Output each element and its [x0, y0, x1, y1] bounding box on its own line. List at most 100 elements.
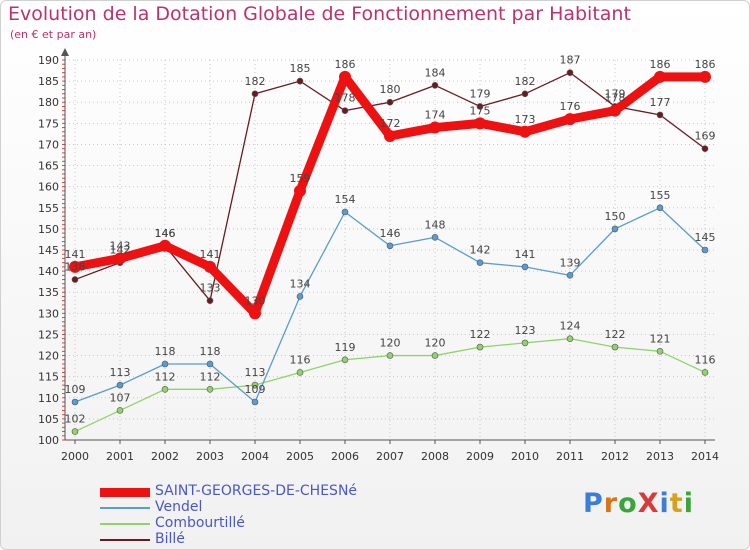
data-label: 154 — [335, 193, 356, 206]
data-point — [251, 398, 259, 406]
data-point — [521, 339, 529, 347]
y-tick-label: 130 — [38, 307, 59, 320]
legend-label: Billé — [155, 531, 185, 547]
y-tick-label: 150 — [38, 223, 59, 236]
data-point — [384, 130, 396, 142]
data-label: 186 — [650, 58, 671, 71]
data-point — [116, 381, 124, 389]
data-label: 179 — [605, 87, 626, 100]
legend-swatch — [100, 523, 150, 525]
data-label: 109 — [65, 383, 86, 396]
x-tick-label: 2002 — [151, 450, 179, 463]
data-point — [251, 381, 259, 389]
data-label: 159 — [290, 172, 311, 185]
y-tick-label: 165 — [38, 160, 59, 173]
x-tick-label: 2008 — [421, 450, 449, 463]
x-tick-label: 2006 — [331, 450, 359, 463]
logo-letter: X — [637, 488, 660, 519]
data-label: 187 — [560, 54, 581, 67]
data-point — [249, 307, 261, 320]
data-point — [611, 225, 619, 233]
data-label: 124 — [560, 320, 581, 333]
data-label: 116 — [695, 353, 716, 366]
y-axis-arrow — [61, 48, 69, 56]
data-point — [476, 103, 484, 110]
data-point — [114, 252, 126, 265]
legend-label: Vendel — [155, 499, 203, 515]
y-tick-label: 125 — [38, 328, 59, 341]
data-point — [341, 356, 349, 364]
legend-label: Combourtillé — [155, 515, 245, 531]
data-point — [206, 386, 214, 393]
data-point — [519, 125, 531, 138]
logo-letter: i — [659, 488, 670, 519]
chart-subtitle: (en € et par an) — [10, 28, 97, 41]
x-tick-label: 2007 — [376, 450, 404, 463]
data-point — [71, 276, 79, 283]
data-point — [206, 297, 214, 304]
y-tick-label: 100 — [38, 434, 59, 447]
y-tick-label: 140 — [38, 265, 59, 278]
x-tick-label: 2011 — [556, 450, 584, 463]
data-label: 113 — [245, 366, 266, 379]
y-tick-label: 190 — [38, 54, 59, 67]
data-point — [161, 360, 169, 368]
data-label: 185 — [290, 62, 311, 75]
logo-letter: i — [683, 488, 694, 519]
chart-title: Evolution de la Dotation Globale de Fonc… — [8, 3, 631, 25]
data-label: 120 — [425, 337, 446, 350]
data-label: 134 — [290, 277, 311, 290]
x-tick-label: 2003 — [196, 450, 224, 463]
y-tick-label: 115 — [38, 371, 59, 384]
data-point — [296, 77, 304, 85]
data-label: 173 — [515, 113, 536, 126]
y-tick-label: 175 — [38, 117, 59, 130]
y-tick-label: 105 — [38, 413, 59, 426]
data-label: 179 — [470, 87, 491, 100]
data-point — [476, 343, 484, 351]
data-point — [251, 90, 259, 98]
data-point — [116, 407, 124, 414]
x-tick-label: 2010 — [511, 450, 539, 463]
data-label: 186 — [695, 58, 716, 71]
data-point — [159, 239, 171, 252]
data-label: 146 — [155, 227, 176, 240]
data-label: 130 — [245, 294, 266, 307]
data-label: 143 — [110, 239, 131, 252]
data-point — [431, 234, 439, 241]
grid-lines — [65, 59, 715, 441]
data-point — [296, 293, 304, 300]
y-tick-label: 180 — [38, 96, 59, 109]
data-point — [341, 208, 349, 216]
data-label: 146 — [380, 227, 401, 240]
data-point — [204, 260, 216, 273]
data-label: 172 — [380, 117, 401, 130]
data-label: 148 — [425, 218, 446, 231]
data-point — [656, 348, 664, 355]
data-point — [566, 335, 574, 342]
data-point — [474, 117, 486, 130]
data-point — [564, 113, 576, 126]
x-tick-label: 2000 — [61, 450, 89, 463]
data-label: 120 — [380, 337, 401, 350]
data-point — [656, 111, 664, 119]
data-label: 184 — [425, 66, 446, 79]
x-tick-label: 2013 — [646, 450, 674, 463]
data-point — [341, 107, 349, 114]
x-tick-label: 2009 — [466, 450, 494, 463]
data-point — [521, 263, 529, 271]
y-tick-label: 110 — [38, 392, 59, 405]
data-label: 146 — [155, 227, 176, 240]
x-tick-label: 2001 — [106, 450, 134, 463]
data-point — [71, 398, 79, 406]
data-point — [654, 70, 666, 83]
legend-swatch — [100, 539, 150, 541]
data-label: 178 — [335, 92, 356, 105]
data-label: 133 — [200, 282, 221, 295]
data-label: 176 — [560, 100, 581, 113]
data-label: 142 — [470, 244, 491, 257]
legend-label: SAINT-GEORGES-DE-CHESNé — [155, 483, 358, 499]
proxiti-logo: ProXiti — [583, 488, 694, 519]
data-label: 139 — [560, 256, 581, 269]
